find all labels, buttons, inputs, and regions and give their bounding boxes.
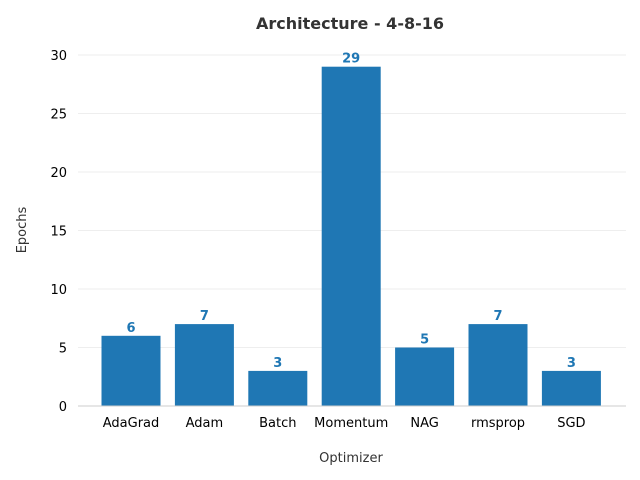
bar-adam (174, 324, 234, 406)
x-tick-label-rmsprop: rmsprop (471, 416, 525, 431)
bar-sgd (541, 370, 601, 406)
y-axis-label: Epochs (15, 206, 30, 253)
y-tick-label: 30 (50, 49, 67, 64)
x-tick-label-momentum: Momentum (314, 416, 388, 431)
bar-rmsprop (468, 324, 528, 406)
y-tick-label: 20 (50, 166, 67, 181)
chart-title: Architecture - 4-8-16 (256, 14, 444, 33)
x-tick-labels: AdaGrad Adam Batch Momentum NAG rmsprop SGD (103, 416, 586, 431)
x-tick-label-adagrad: AdaGrad (103, 416, 160, 431)
data-label-sgd: 3 (567, 356, 576, 371)
bar-momentum (321, 66, 381, 406)
data-labels: 6 7 3 29 5 7 3 (126, 52, 575, 371)
y-tick-label: 10 (50, 283, 67, 298)
x-tick-label-sgd: SGD (557, 416, 585, 431)
x-tick-label-nag: NAG (410, 416, 438, 431)
data-label-rmsprop: 7 (493, 309, 502, 324)
bar-adagrad (101, 335, 161, 406)
x-tick-label-batch: Batch (259, 416, 296, 431)
bars (101, 66, 601, 406)
data-label-adam: 7 (200, 309, 209, 324)
x-axis-label: Optimizer (319, 451, 383, 466)
y-tick-labels: 0 5 10 15 20 25 30 (50, 49, 67, 415)
data-label-adagrad: 6 (126, 321, 135, 336)
data-label-batch: 3 (273, 356, 282, 371)
y-tick-label: 25 (50, 108, 67, 123)
y-tick-label: 15 (50, 225, 67, 240)
x-tick-label-adam: Adam (186, 416, 224, 431)
y-tick-label: 0 (59, 400, 67, 415)
bar-nag (395, 347, 455, 406)
y-tick-label: 5 (59, 342, 67, 357)
data-label-nag: 5 (420, 333, 429, 348)
bar-batch (248, 370, 308, 406)
data-label-momentum: 29 (342, 52, 360, 67)
